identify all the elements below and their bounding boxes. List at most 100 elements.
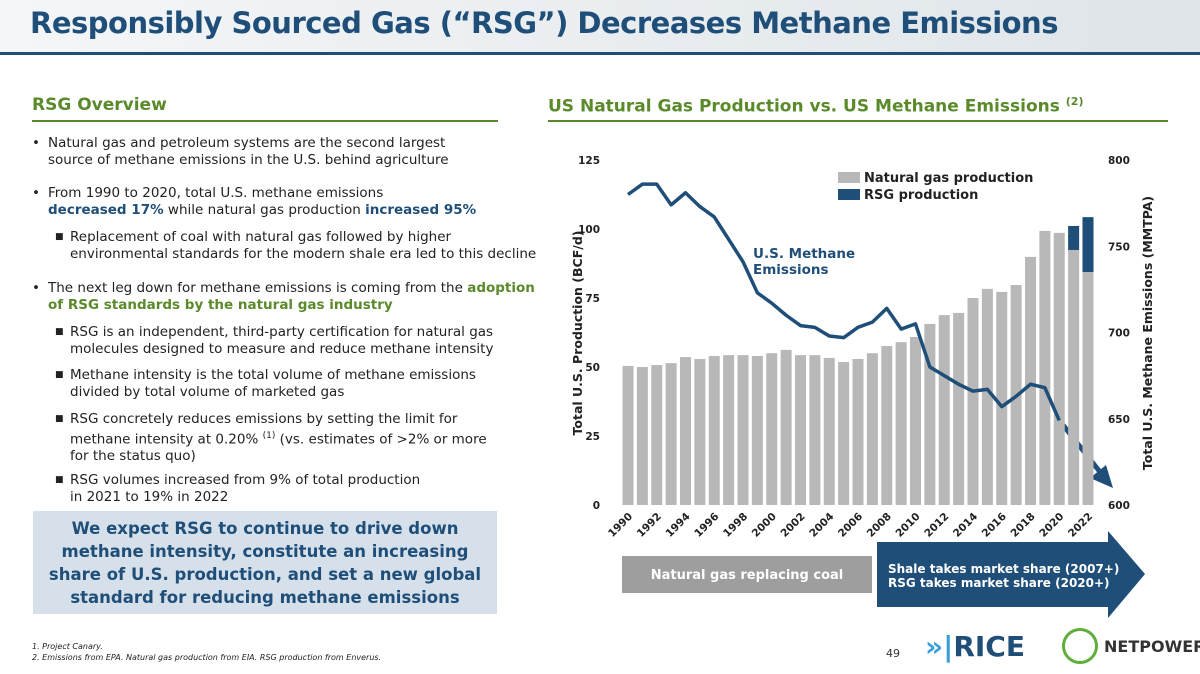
bar: [823, 357, 835, 505]
bar: [953, 312, 965, 505]
y2-axis-label: Total U.S. Methane Emissions (MMTPA): [1140, 196, 1155, 470]
x-tick-label: 2000: [750, 511, 779, 540]
bar: [852, 358, 864, 505]
x-tick-label: 1990: [606, 511, 635, 540]
bar: [1053, 232, 1065, 505]
y2-tick-label: 700: [1108, 328, 1130, 340]
bar: [1025, 256, 1036, 505]
rule: [548, 120, 1168, 122]
logo-icon: [1062, 628, 1098, 664]
y2-tick-label: 650: [1108, 414, 1130, 426]
phase-label: Natural gas replacing coal: [651, 568, 844, 583]
bar: [1082, 217, 1094, 273]
footnote: 1. Project Canary.: [32, 642, 103, 651]
bar: [636, 367, 648, 505]
y-tick-label: 25: [585, 431, 600, 443]
x-tick-label: 2022: [1066, 511, 1095, 540]
bullet-text: RSG concretely reduces emissions by sett…: [70, 411, 487, 464]
line: [626, 182, 1061, 422]
section-heading: RSG Overview: [32, 95, 167, 115]
x-tick-label: 2010: [893, 511, 922, 540]
phase-label: Shale takes market share (2007+): [888, 562, 1119, 576]
bullet-text: Replacement of coal with natural gas fol…: [70, 229, 537, 262]
y-axis-label: Total U.S. Production (BCF/d): [570, 231, 585, 436]
bar: [866, 353, 878, 505]
legend-label: RSG production: [864, 188, 978, 203]
header-band: [0, 0, 1200, 52]
bar: [809, 355, 821, 505]
bullet-text: RSG is an independent, third-party certi…: [70, 324, 494, 357]
sub-bullet: ■: [55, 370, 64, 380]
bar: [967, 298, 979, 505]
bar: [751, 355, 763, 505]
arrow-head: [1090, 465, 1113, 488]
bar: [1068, 249, 1080, 505]
x-tick-label: 2018: [1008, 511, 1037, 540]
bar: [910, 336, 921, 505]
title: Responsibly Sourced Gas (“RSG”) Decrease…: [30, 6, 1058, 40]
callout-box: We expect RSG to continue to drive down …: [33, 511, 497, 614]
x-tick-label: 2006: [836, 511, 865, 540]
bar: [1082, 272, 1094, 505]
bar: [895, 342, 907, 505]
legend-swatch: [838, 172, 860, 183]
bar: [981, 288, 993, 505]
sub-bullet: ■: [55, 232, 64, 242]
y-tick-label: 50: [585, 362, 600, 374]
chart-title: US Natural Gas Production vs. US Methane…: [548, 95, 1084, 117]
x-tick-label: 1992: [635, 511, 664, 540]
header-rule: [0, 52, 1200, 55]
sub-bullet: ■: [55, 414, 64, 424]
bar: [938, 315, 950, 505]
phase-label: RSG takes market share (2020+): [888, 576, 1110, 590]
bullet: •: [32, 185, 40, 201]
bar: [1068, 225, 1080, 250]
bullet-text: RSG volumes increased from 9% of total p…: [70, 472, 421, 505]
bar: [1039, 230, 1051, 505]
x-tick-label: 2014: [951, 511, 980, 540]
bullet: •: [32, 135, 40, 151]
bullet-text: The next leg down for methane emissions …: [48, 280, 535, 313]
x-tick-label: 2020: [1037, 511, 1066, 540]
y-tick-label: 100: [578, 224, 600, 236]
x-tick-label: 2004: [807, 511, 836, 540]
y-tick-label: 0: [593, 500, 600, 512]
bar: [680, 357, 691, 505]
x-tick-label: 2016: [980, 511, 1009, 540]
legend-label: Natural gas production: [864, 171, 1033, 186]
bar: [795, 355, 806, 505]
x-tick-label: 2012: [922, 511, 951, 540]
bar: [723, 355, 735, 505]
phase-box: [622, 556, 872, 593]
bar: [708, 355, 720, 505]
bar: [766, 353, 778, 505]
bar: [651, 365, 663, 505]
logo-rice: »|RICE: [925, 630, 1025, 663]
bar: [838, 362, 850, 505]
bullet-text: Natural gas and petroleum systems are th…: [48, 135, 449, 168]
bullet-text: Methane intensity is the total volume of…: [70, 367, 476, 400]
legend-swatch: [838, 189, 860, 200]
bar: [694, 358, 706, 505]
y-tick-label: 75: [585, 293, 600, 305]
x-tick-label: 1994: [663, 511, 692, 540]
y2-tick-label: 750: [1108, 241, 1130, 253]
x-tick-label: 1996: [692, 511, 721, 540]
bullet: •: [32, 280, 40, 296]
x-tick-label: 1998: [721, 511, 750, 540]
footnote: 2. Emissions from EPA. Natural gas produ…: [32, 653, 382, 662]
line-annotation: U.S. Methane Emissions: [753, 246, 856, 278]
bar: [996, 291, 1008, 505]
y2-tick-label: 600: [1108, 500, 1130, 512]
callout-text: We expect RSG to continue to drive down …: [48, 518, 482, 607]
y-tick-label: 125: [578, 155, 600, 167]
bar: [737, 355, 749, 505]
sub-bullet: ■: [55, 327, 64, 337]
bar: [622, 365, 634, 505]
rule: [32, 120, 498, 122]
bar: [881, 346, 893, 505]
page-number: 49: [886, 647, 900, 660]
footnotes: 1. Project Canary. 2. Emissions from EPA.…: [32, 641, 381, 663]
sub-bullet: ■: [55, 475, 64, 485]
